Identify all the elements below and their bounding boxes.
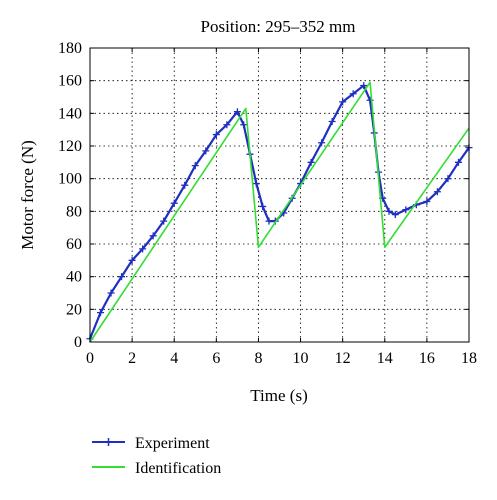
y-tick-label: 40	[66, 269, 82, 286]
legend-marker-experiment	[104, 438, 113, 446]
experiment-point	[240, 121, 248, 129]
legend: Experiment Identification	[92, 435, 221, 477]
legend-item-identification: Identification	[92, 460, 221, 477]
experiment-point	[170, 199, 178, 207]
experiment-point	[181, 181, 189, 189]
x-tick-label: 8	[254, 350, 262, 367]
y-axis-label: Motor force (N)	[18, 140, 37, 250]
legend-label-experiment: Experiment	[135, 435, 210, 452]
experiment-point	[223, 121, 231, 129]
experiment-point	[259, 202, 267, 210]
y-tick-label: 20	[66, 301, 82, 318]
y-tick-label: 180	[58, 40, 82, 57]
y-tick-label: 60	[66, 236, 82, 253]
experiment-point	[212, 131, 220, 139]
y-tick-label: 120	[58, 138, 82, 155]
x-tick-label: 6	[212, 350, 220, 367]
x-tick-label: 4	[170, 350, 178, 367]
x-tick-label: 12	[335, 350, 351, 367]
experiment-point	[402, 206, 410, 214]
experiment-point	[360, 82, 368, 90]
experiment-point	[128, 256, 136, 264]
experiment-point	[423, 198, 431, 206]
series-layer	[86, 81, 473, 343]
grid-lines	[90, 48, 469, 342]
x-tick-label: 14	[377, 350, 393, 367]
plot-frame	[89, 47, 470, 343]
series-line-identification	[89, 81, 470, 343]
experiment-point	[191, 162, 199, 170]
y-tick-label: 0	[74, 334, 82, 351]
x-tick-label: 10	[293, 350, 309, 367]
experiment-point	[233, 108, 241, 116]
experiment-point	[118, 273, 126, 281]
experiment-point	[454, 158, 462, 166]
experiment-point	[265, 217, 273, 225]
experiment-point	[307, 158, 315, 166]
y-tick-label: 140	[58, 105, 82, 122]
experiment-point	[444, 175, 452, 183]
experiment-point	[433, 188, 441, 196]
experiment-point	[318, 139, 326, 147]
experiment-point	[391, 211, 399, 219]
experiment-point	[149, 232, 157, 240]
x-tick-label: 16	[419, 350, 435, 367]
experiment-point	[328, 118, 336, 125]
experiment-point	[385, 207, 393, 215]
experiment-point	[339, 98, 347, 106]
experiment-point	[97, 309, 105, 317]
x-tick-label: 2	[128, 350, 136, 367]
y-tick-label: 100	[58, 171, 82, 188]
y-tick-label: 160	[58, 73, 82, 90]
series-line-experiment	[88, 84, 470, 340]
experiment-point	[252, 180, 260, 188]
experiment-point	[349, 90, 357, 98]
x-axis-label: Time (s)	[250, 386, 307, 405]
experiment-point	[139, 245, 147, 253]
x-tick-label: 0	[86, 350, 94, 367]
experiment-point	[160, 217, 168, 225]
x-tick-label: 18	[461, 350, 477, 367]
legend-item-experiment: Experiment	[92, 435, 210, 452]
experiment-point	[107, 289, 115, 297]
experiment-point	[202, 147, 210, 155]
chart-title: Position: 295–352 mm	[201, 17, 356, 36]
legend-label-identification: Identification	[135, 460, 221, 477]
y-tick-label: 80	[66, 203, 82, 220]
